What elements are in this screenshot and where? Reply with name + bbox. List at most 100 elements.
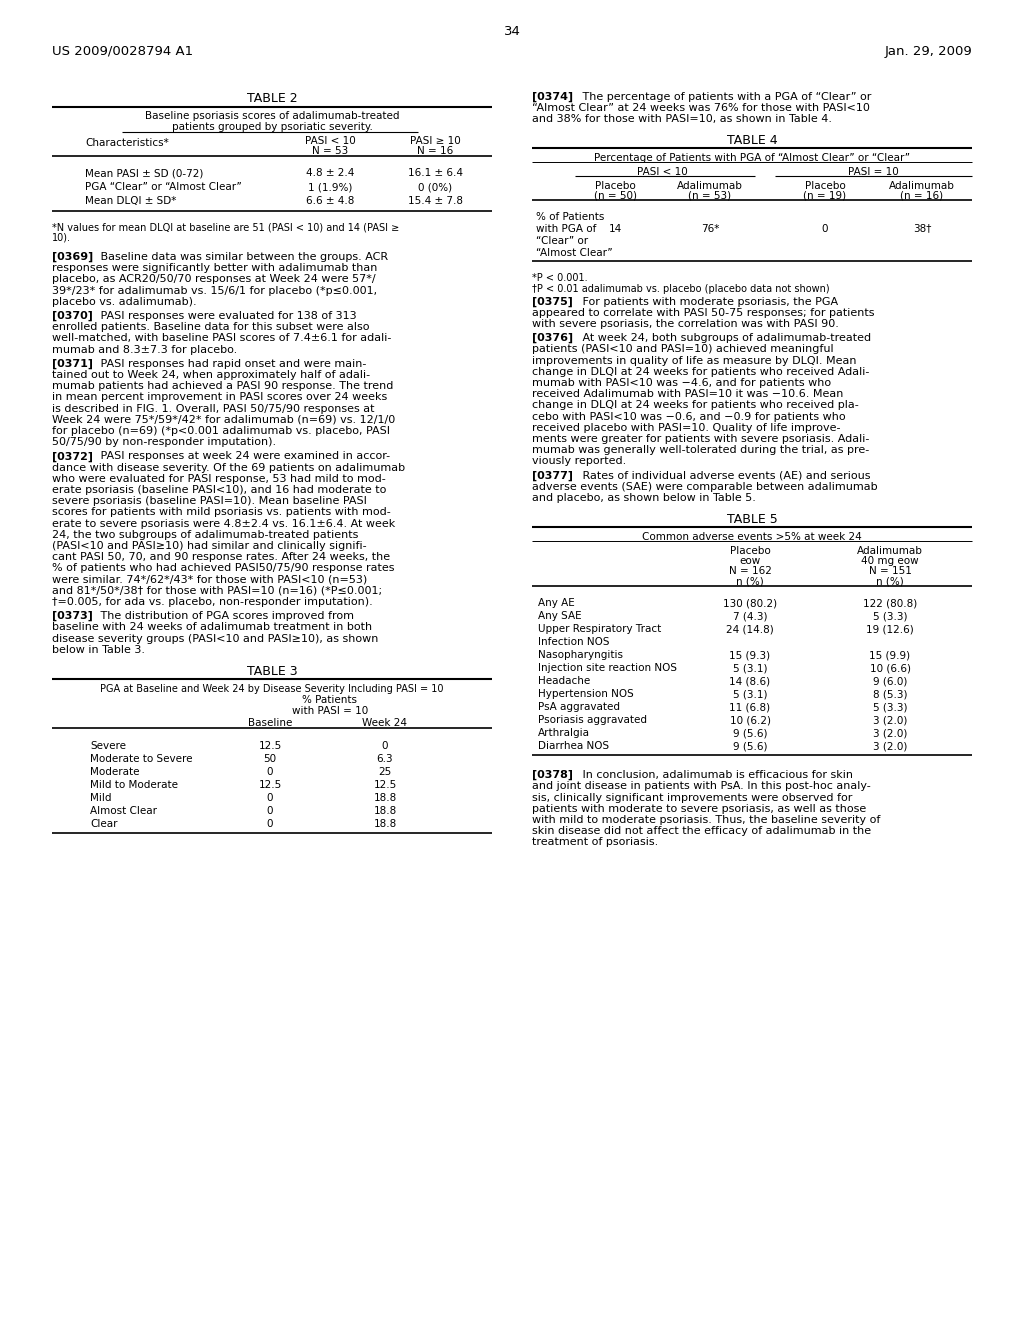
- Text: 24 (14.8): 24 (14.8): [726, 624, 774, 634]
- Text: (n = 19): (n = 19): [804, 190, 847, 201]
- Text: Adalimumab: Adalimumab: [889, 181, 955, 190]
- Text: †P < 0.01 adalimumab vs. placebo (placebo data not shown): †P < 0.01 adalimumab vs. placebo (placeb…: [532, 284, 829, 293]
- Text: for placebo (n=69) (*p<0.001 adalimumab vs. placebo, PASI: for placebo (n=69) (*p<0.001 adalimumab …: [52, 426, 390, 436]
- Text: 8 (5.3): 8 (5.3): [872, 689, 907, 700]
- Text: [0378]: [0378]: [532, 770, 573, 780]
- Text: with PASI = 10: with PASI = 10: [292, 706, 368, 715]
- Text: In conclusion, adalimumab is efficacious for skin: In conclusion, adalimumab is efficacious…: [572, 770, 853, 780]
- Text: (n = 16): (n = 16): [900, 190, 943, 201]
- Text: Upper Respiratory Tract: Upper Respiratory Tract: [538, 624, 662, 634]
- Text: erate psoriasis (baseline PASI<10), and 16 had moderate to: erate psoriasis (baseline PASI<10), and …: [52, 484, 386, 495]
- Text: eow: eow: [739, 556, 761, 566]
- Text: Jan. 29, 2009: Jan. 29, 2009: [885, 45, 972, 58]
- Text: cant PASI 50, 70, and 90 response rates. After 24 weeks, the: cant PASI 50, 70, and 90 response rates.…: [52, 552, 390, 562]
- Text: [0375]: [0375]: [532, 297, 572, 306]
- Text: skin disease did not affect the efficacy of adalimumab in the: skin disease did not affect the efficacy…: [532, 826, 871, 836]
- Text: PASI = 10: PASI = 10: [848, 166, 898, 177]
- Text: Psoriasis aggravated: Psoriasis aggravated: [538, 715, 647, 725]
- Text: 9 (6.0): 9 (6.0): [872, 676, 907, 686]
- Text: patients with moderate to severe psoriasis, as well as those: patients with moderate to severe psorias…: [532, 804, 866, 814]
- Text: patients grouped by psoriatic severity.: patients grouped by psoriatic severity.: [172, 121, 373, 132]
- Text: mumab was generally well-tolerated during the trial, as pre-: mumab was generally well-tolerated durin…: [532, 445, 869, 455]
- Text: [0376]: [0376]: [532, 333, 573, 343]
- Text: 18.8: 18.8: [374, 818, 396, 829]
- Text: Adalimumab: Adalimumab: [857, 546, 923, 556]
- Text: Mild to Moderate: Mild to Moderate: [90, 780, 178, 789]
- Text: N = 53: N = 53: [312, 147, 348, 156]
- Text: sis, clinically significant improvements were observed for: sis, clinically significant improvements…: [532, 792, 852, 803]
- Text: Moderate: Moderate: [90, 767, 139, 777]
- Text: placebo, as ACR20/50/70 responses at Week 24 were 57*/: placebo, as ACR20/50/70 responses at Wee…: [52, 275, 376, 284]
- Text: is described in FIG. 1. Overall, PASI 50/75/90 responses at: is described in FIG. 1. Overall, PASI 50…: [52, 404, 375, 413]
- Text: 3 (2.0): 3 (2.0): [872, 729, 907, 738]
- Text: placebo vs. adalimumab).: placebo vs. adalimumab).: [52, 297, 197, 306]
- Text: scores for patients with mild psoriasis vs. patients with mod-: scores for patients with mild psoriasis …: [52, 507, 391, 517]
- Text: 19 (12.6): 19 (12.6): [866, 624, 913, 634]
- Text: Week 24 were 75*/59*/42* for adalimumab (n=69) vs. 12/1/0: Week 24 were 75*/59*/42* for adalimumab …: [52, 414, 395, 425]
- Text: 11 (6.8): 11 (6.8): [729, 702, 771, 713]
- Text: PASI ≥ 10: PASI ≥ 10: [410, 136, 461, 147]
- Text: % of Patients: % of Patients: [536, 211, 604, 222]
- Text: 38†: 38†: [912, 223, 931, 234]
- Text: 18.8: 18.8: [374, 807, 396, 816]
- Text: (n = 53): (n = 53): [688, 190, 731, 201]
- Text: [0377]: [0377]: [532, 471, 573, 480]
- Text: For patients with moderate psoriasis, the PGA: For patients with moderate psoriasis, th…: [572, 297, 838, 306]
- Text: (n = 50): (n = 50): [594, 190, 637, 201]
- Text: The distribution of PGA scores improved from: The distribution of PGA scores improved …: [90, 611, 354, 622]
- Text: 7 (4.3): 7 (4.3): [733, 611, 767, 622]
- Text: TABLE 2: TABLE 2: [247, 92, 297, 106]
- Text: appeared to correlate with PASI 50-75 responses; for patients: appeared to correlate with PASI 50-75 re…: [532, 308, 874, 318]
- Text: The percentage of patients with a PGA of “Clear” or: The percentage of patients with a PGA of…: [572, 92, 871, 102]
- Text: with severe psoriasis, the correlation was with PASI 90.: with severe psoriasis, the correlation w…: [532, 319, 839, 329]
- Text: and 38% for those with PASI=10, as shown in Table 4.: and 38% for those with PASI=10, as shown…: [532, 115, 831, 124]
- Text: Adalimumab: Adalimumab: [677, 181, 743, 190]
- Text: 15.4 ± 7.8: 15.4 ± 7.8: [408, 195, 463, 206]
- Text: improvements in quality of life as measure by DLQI. Mean: improvements in quality of life as measu…: [532, 355, 856, 366]
- Text: [0371]: [0371]: [52, 359, 93, 370]
- Text: Baseline data was similar between the groups. ACR: Baseline data was similar between the gr…: [90, 252, 388, 261]
- Text: patients (PASI<10 and PASI=10) achieved meaningful: patients (PASI<10 and PASI=10) achieved …: [532, 345, 834, 354]
- Text: Characteristics*: Characteristics*: [85, 139, 169, 148]
- Text: were similar. 74*/62*/43* for those with PASI<10 (n=53): were similar. 74*/62*/43* for those with…: [52, 574, 368, 585]
- Text: US 2009/0028794 A1: US 2009/0028794 A1: [52, 45, 194, 58]
- Text: N = 16: N = 16: [417, 147, 454, 156]
- Text: 12.5: 12.5: [374, 780, 396, 789]
- Text: Placebo: Placebo: [805, 181, 846, 190]
- Text: †=0.005, for ada vs. placebo, non-responder imputation).: †=0.005, for ada vs. placebo, non-respon…: [52, 597, 373, 607]
- Text: % of patients who had achieved PASI50/75/90 response rates: % of patients who had achieved PASI50/75…: [52, 564, 394, 573]
- Text: Any AE: Any AE: [538, 598, 574, 609]
- Text: received Adalimumab with PASI=10 it was −10.6. Mean: received Adalimumab with PASI=10 it was …: [532, 389, 844, 399]
- Text: “Almost Clear” at 24 weeks was 76% for those with PASI<10: “Almost Clear” at 24 weeks was 76% for t…: [532, 103, 869, 114]
- Text: 10 (6.2): 10 (6.2): [729, 715, 770, 725]
- Text: Any SAE: Any SAE: [538, 611, 582, 622]
- Text: change in DLQI at 24 weeks for patients who received pla-: change in DLQI at 24 weeks for patients …: [532, 400, 859, 411]
- Text: 6.3: 6.3: [377, 754, 393, 764]
- Text: baseline with 24 weeks of adalimumab treatment in both: baseline with 24 weeks of adalimumab tre…: [52, 623, 372, 632]
- Text: Mean DLQI ± SD*: Mean DLQI ± SD*: [85, 195, 176, 206]
- Text: 0: 0: [266, 767, 273, 777]
- Text: 12.5: 12.5: [258, 741, 282, 751]
- Text: 3 (2.0): 3 (2.0): [872, 742, 907, 751]
- Text: 50/75/90 by non-responder imputation).: 50/75/90 by non-responder imputation).: [52, 437, 276, 447]
- Text: change in DLQI at 24 weeks for patients who received Adali-: change in DLQI at 24 weeks for patients …: [532, 367, 869, 376]
- Text: ments were greater for patients with severe psoriasis. Adali-: ments were greater for patients with sev…: [532, 434, 869, 444]
- Text: Baseline: Baseline: [248, 718, 292, 729]
- Text: 12.5: 12.5: [258, 780, 282, 789]
- Text: 9 (5.6): 9 (5.6): [733, 742, 767, 751]
- Text: TABLE 3: TABLE 3: [247, 665, 297, 678]
- Text: PGA “Clear” or “Almost Clear”: PGA “Clear” or “Almost Clear”: [85, 182, 242, 191]
- Text: “Almost Clear”: “Almost Clear”: [536, 248, 612, 257]
- Text: enrolled patients. Baseline data for this subset were also: enrolled patients. Baseline data for thi…: [52, 322, 370, 333]
- Text: Severe: Severe: [90, 741, 126, 751]
- Text: 0: 0: [821, 223, 828, 234]
- Text: % Patients: % Patients: [302, 696, 357, 705]
- Text: with PGA of: with PGA of: [536, 223, 596, 234]
- Text: Injection site reaction NOS: Injection site reaction NOS: [538, 663, 677, 673]
- Text: treatment of psoriasis.: treatment of psoriasis.: [532, 837, 658, 847]
- Text: cebo with PASI<10 was −0.6, and −0.9 for patients who: cebo with PASI<10 was −0.6, and −0.9 for…: [532, 412, 846, 421]
- Text: 5 (3.3): 5 (3.3): [872, 702, 907, 713]
- Text: adverse events (SAE) were comparable between adalimumab: adverse events (SAE) were comparable bet…: [532, 482, 878, 492]
- Text: “Clear” or: “Clear” or: [536, 235, 588, 246]
- Text: PASI responses at week 24 were examined in accor-: PASI responses at week 24 were examined …: [90, 451, 390, 462]
